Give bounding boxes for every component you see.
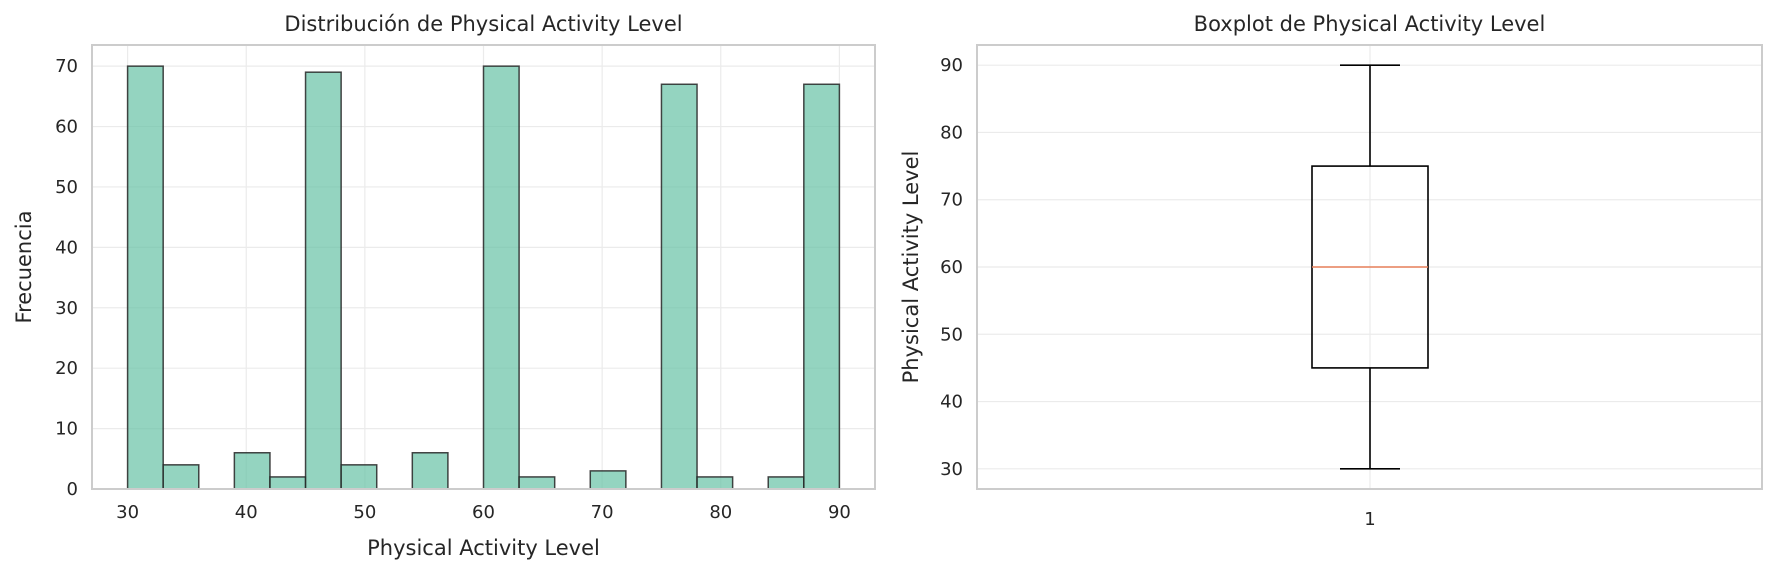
boxplot-x-ticks: 1 <box>1364 509 1375 530</box>
histogram-y-tick-label: 10 <box>55 419 78 440</box>
histogram-y-tick-label: 30 <box>55 298 78 319</box>
histogram-x-tick-label: 40 <box>235 502 258 523</box>
boxplot-y-tick-label: 30 <box>940 459 963 480</box>
histogram-x-tick-label: 30 <box>116 502 139 523</box>
histogram-bar <box>803 83 841 490</box>
histogram-bar <box>126 65 164 490</box>
histogram-y-tick-label: 70 <box>55 56 78 77</box>
boxplot-y-tick-label: 90 <box>940 55 963 76</box>
histogram-bar <box>589 470 627 490</box>
boxplot-y-tick-label: 40 <box>940 392 963 413</box>
boxplot-y-tick-label: 50 <box>940 324 963 345</box>
boxplot-y-tick-label: 60 <box>940 257 963 278</box>
histogram-y-tick-label: 60 <box>55 117 78 138</box>
boxplot-frame <box>976 44 1763 490</box>
boxplot-y-tick-label: 70 <box>940 190 963 211</box>
boxplot-title: Boxplot de Physical Activity Level <box>1194 12 1546 36</box>
histogram-y-axis-label: Frecuencia <box>12 211 36 324</box>
histogram-bar <box>269 476 307 490</box>
histogram-bar <box>340 464 378 490</box>
histogram-bar <box>411 452 449 490</box>
histogram-y-tick-label: 50 <box>55 177 78 198</box>
boxplot-x-tick-label: 1 <box>1364 509 1375 530</box>
histogram-x-tick-label: 50 <box>353 502 376 523</box>
histogram-chart: 30 40 50 60 70 80 90 0 10 20 30 40 50 60 70 Distribuc… <box>12 12 876 560</box>
histogram-x-tick-label: 90 <box>828 502 851 523</box>
histogram-bar <box>767 476 805 490</box>
histogram-bar <box>162 464 200 490</box>
histogram-bars <box>126 65 841 490</box>
histogram-bar <box>696 476 734 490</box>
histogram-bar <box>233 452 271 490</box>
histogram-y-tick-label: 40 <box>55 237 78 258</box>
boxplot-chart: 1 30 40 50 60 70 80 90 Boxplot de Physical Act… <box>899 12 1763 530</box>
histogram-y-tick-label: 0 <box>67 479 78 500</box>
histogram-bar <box>660 83 698 490</box>
histogram-x-axis-label: Physical Activity Level <box>367 536 600 560</box>
histogram-x-tick-label: 60 <box>472 502 495 523</box>
histogram-x-tick-label: 80 <box>709 502 732 523</box>
histogram-bar <box>304 71 342 490</box>
histogram-frame <box>91 44 876 490</box>
histogram-y-tick-label: 20 <box>55 358 78 379</box>
histogram-bar <box>482 65 520 490</box>
boxplot-y-axis-label: Physical Activity Level <box>899 151 923 384</box>
histogram-title: Distribución de Physical Activity Level <box>284 12 682 36</box>
histogram-x-tick-label: 70 <box>591 502 614 523</box>
boxplot-marks <box>1311 64 1429 470</box>
boxplot-y-tick-label: 80 <box>940 122 963 143</box>
histogram-bar <box>518 476 556 490</box>
histogram-x-ticks: 30 40 50 60 70 80 90 <box>116 502 851 523</box>
histogram-y-ticks: 0 10 20 30 40 50 60 70 <box>55 56 78 500</box>
boxplot-y-ticks: 30 40 50 60 70 80 90 <box>940 55 963 480</box>
